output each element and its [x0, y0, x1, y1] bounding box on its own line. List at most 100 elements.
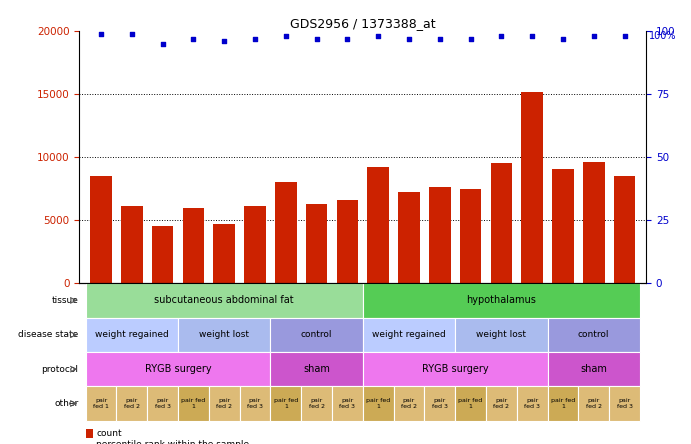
Bar: [147, 386, 178, 420]
Text: sham: sham: [580, 364, 607, 374]
Text: pair
fed 2: pair fed 2: [493, 398, 509, 408]
Bar: [240, 386, 270, 420]
Text: hypothalamus: hypothalamus: [466, 295, 536, 305]
Bar: [517, 386, 547, 420]
Bar: [91, 176, 112, 283]
Point: [558, 35, 569, 42]
Bar: [86, 386, 116, 420]
Bar: [398, 192, 419, 283]
Point: [311, 35, 322, 42]
Bar: [429, 187, 451, 283]
Bar: [486, 386, 517, 420]
Bar: [614, 176, 635, 283]
Bar: [552, 169, 574, 283]
Point: [465, 35, 476, 42]
Bar: [583, 162, 605, 283]
Text: RYGB surgery: RYGB surgery: [422, 364, 489, 374]
Text: subcutaneous abdominal fat: subcutaneous abdominal fat: [154, 295, 294, 305]
Point: [619, 32, 630, 40]
Bar: [363, 386, 394, 420]
Text: control: control: [301, 330, 332, 339]
Text: pair
fed 2: pair fed 2: [124, 398, 140, 408]
Text: RYGB surgery: RYGB surgery: [144, 364, 211, 374]
Text: percentile rank within the sample: percentile rank within the sample: [97, 440, 249, 444]
Bar: [394, 386, 424, 420]
Bar: [547, 317, 640, 352]
Bar: [86, 317, 178, 352]
Bar: [182, 208, 204, 283]
Bar: [424, 386, 455, 420]
Text: other: other: [55, 399, 79, 408]
Bar: [86, 283, 363, 317]
Text: pair
fed 3: pair fed 3: [432, 398, 448, 408]
Bar: [116, 386, 147, 420]
Bar: [363, 283, 640, 317]
Point: [281, 32, 292, 40]
Bar: [578, 386, 609, 420]
Text: pair
fed 2: pair fed 2: [216, 398, 232, 408]
Bar: [337, 200, 358, 283]
Text: pair
fed 2: pair fed 2: [401, 398, 417, 408]
Point: [157, 40, 168, 47]
Bar: [491, 163, 512, 283]
Text: count: count: [97, 429, 122, 438]
Text: pair
fed 1: pair fed 1: [93, 398, 109, 408]
Point: [95, 30, 106, 37]
Text: tissue: tissue: [52, 296, 79, 305]
Bar: [86, 440, 93, 444]
Bar: [547, 386, 578, 420]
Bar: [270, 317, 363, 352]
Bar: [178, 317, 270, 352]
Bar: [270, 386, 301, 420]
Text: weight lost: weight lost: [199, 330, 249, 339]
Bar: [609, 386, 640, 420]
Text: pair
fed 2: pair fed 2: [586, 398, 602, 408]
Bar: [363, 352, 547, 386]
Text: pair
fed 3: pair fed 3: [155, 398, 171, 408]
Bar: [301, 386, 332, 420]
Text: weight regained: weight regained: [95, 330, 169, 339]
Bar: [121, 206, 142, 283]
Text: pair fed
1: pair fed 1: [458, 398, 483, 408]
Bar: [368, 167, 389, 283]
Text: disease state: disease state: [18, 330, 79, 339]
Text: pair fed
1: pair fed 1: [274, 398, 298, 408]
Point: [434, 35, 445, 42]
Bar: [152, 226, 173, 283]
Point: [588, 32, 599, 40]
Title: GDS2956 / 1373388_at: GDS2956 / 1373388_at: [290, 17, 435, 30]
Bar: [214, 224, 235, 283]
Bar: [547, 352, 640, 386]
Bar: [363, 317, 455, 352]
Point: [404, 35, 415, 42]
Bar: [455, 317, 547, 352]
Bar: [244, 206, 266, 283]
Point: [342, 35, 353, 42]
Bar: [178, 386, 209, 420]
Bar: [306, 204, 328, 283]
Point: [218, 38, 229, 45]
Text: pair
fed 2: pair fed 2: [309, 398, 325, 408]
Text: pair fed
1: pair fed 1: [551, 398, 575, 408]
Bar: [455, 386, 486, 420]
Point: [188, 35, 199, 42]
Text: pair
fed 3: pair fed 3: [339, 398, 355, 408]
Bar: [460, 189, 482, 283]
Bar: [270, 352, 363, 386]
Text: weight lost: weight lost: [476, 330, 527, 339]
Text: pair
fed 3: pair fed 3: [247, 398, 263, 408]
Text: sham: sham: [303, 364, 330, 374]
Point: [372, 32, 384, 40]
Point: [527, 32, 538, 40]
Text: weight regained: weight regained: [372, 330, 446, 339]
Point: [126, 30, 138, 37]
Text: pair
fed 3: pair fed 3: [524, 398, 540, 408]
Point: [249, 35, 261, 42]
Bar: [275, 182, 296, 283]
Bar: [332, 386, 363, 420]
Text: control: control: [578, 330, 609, 339]
Bar: [86, 429, 93, 438]
Bar: [209, 386, 240, 420]
Point: [496, 32, 507, 40]
Text: pair fed
1: pair fed 1: [181, 398, 205, 408]
